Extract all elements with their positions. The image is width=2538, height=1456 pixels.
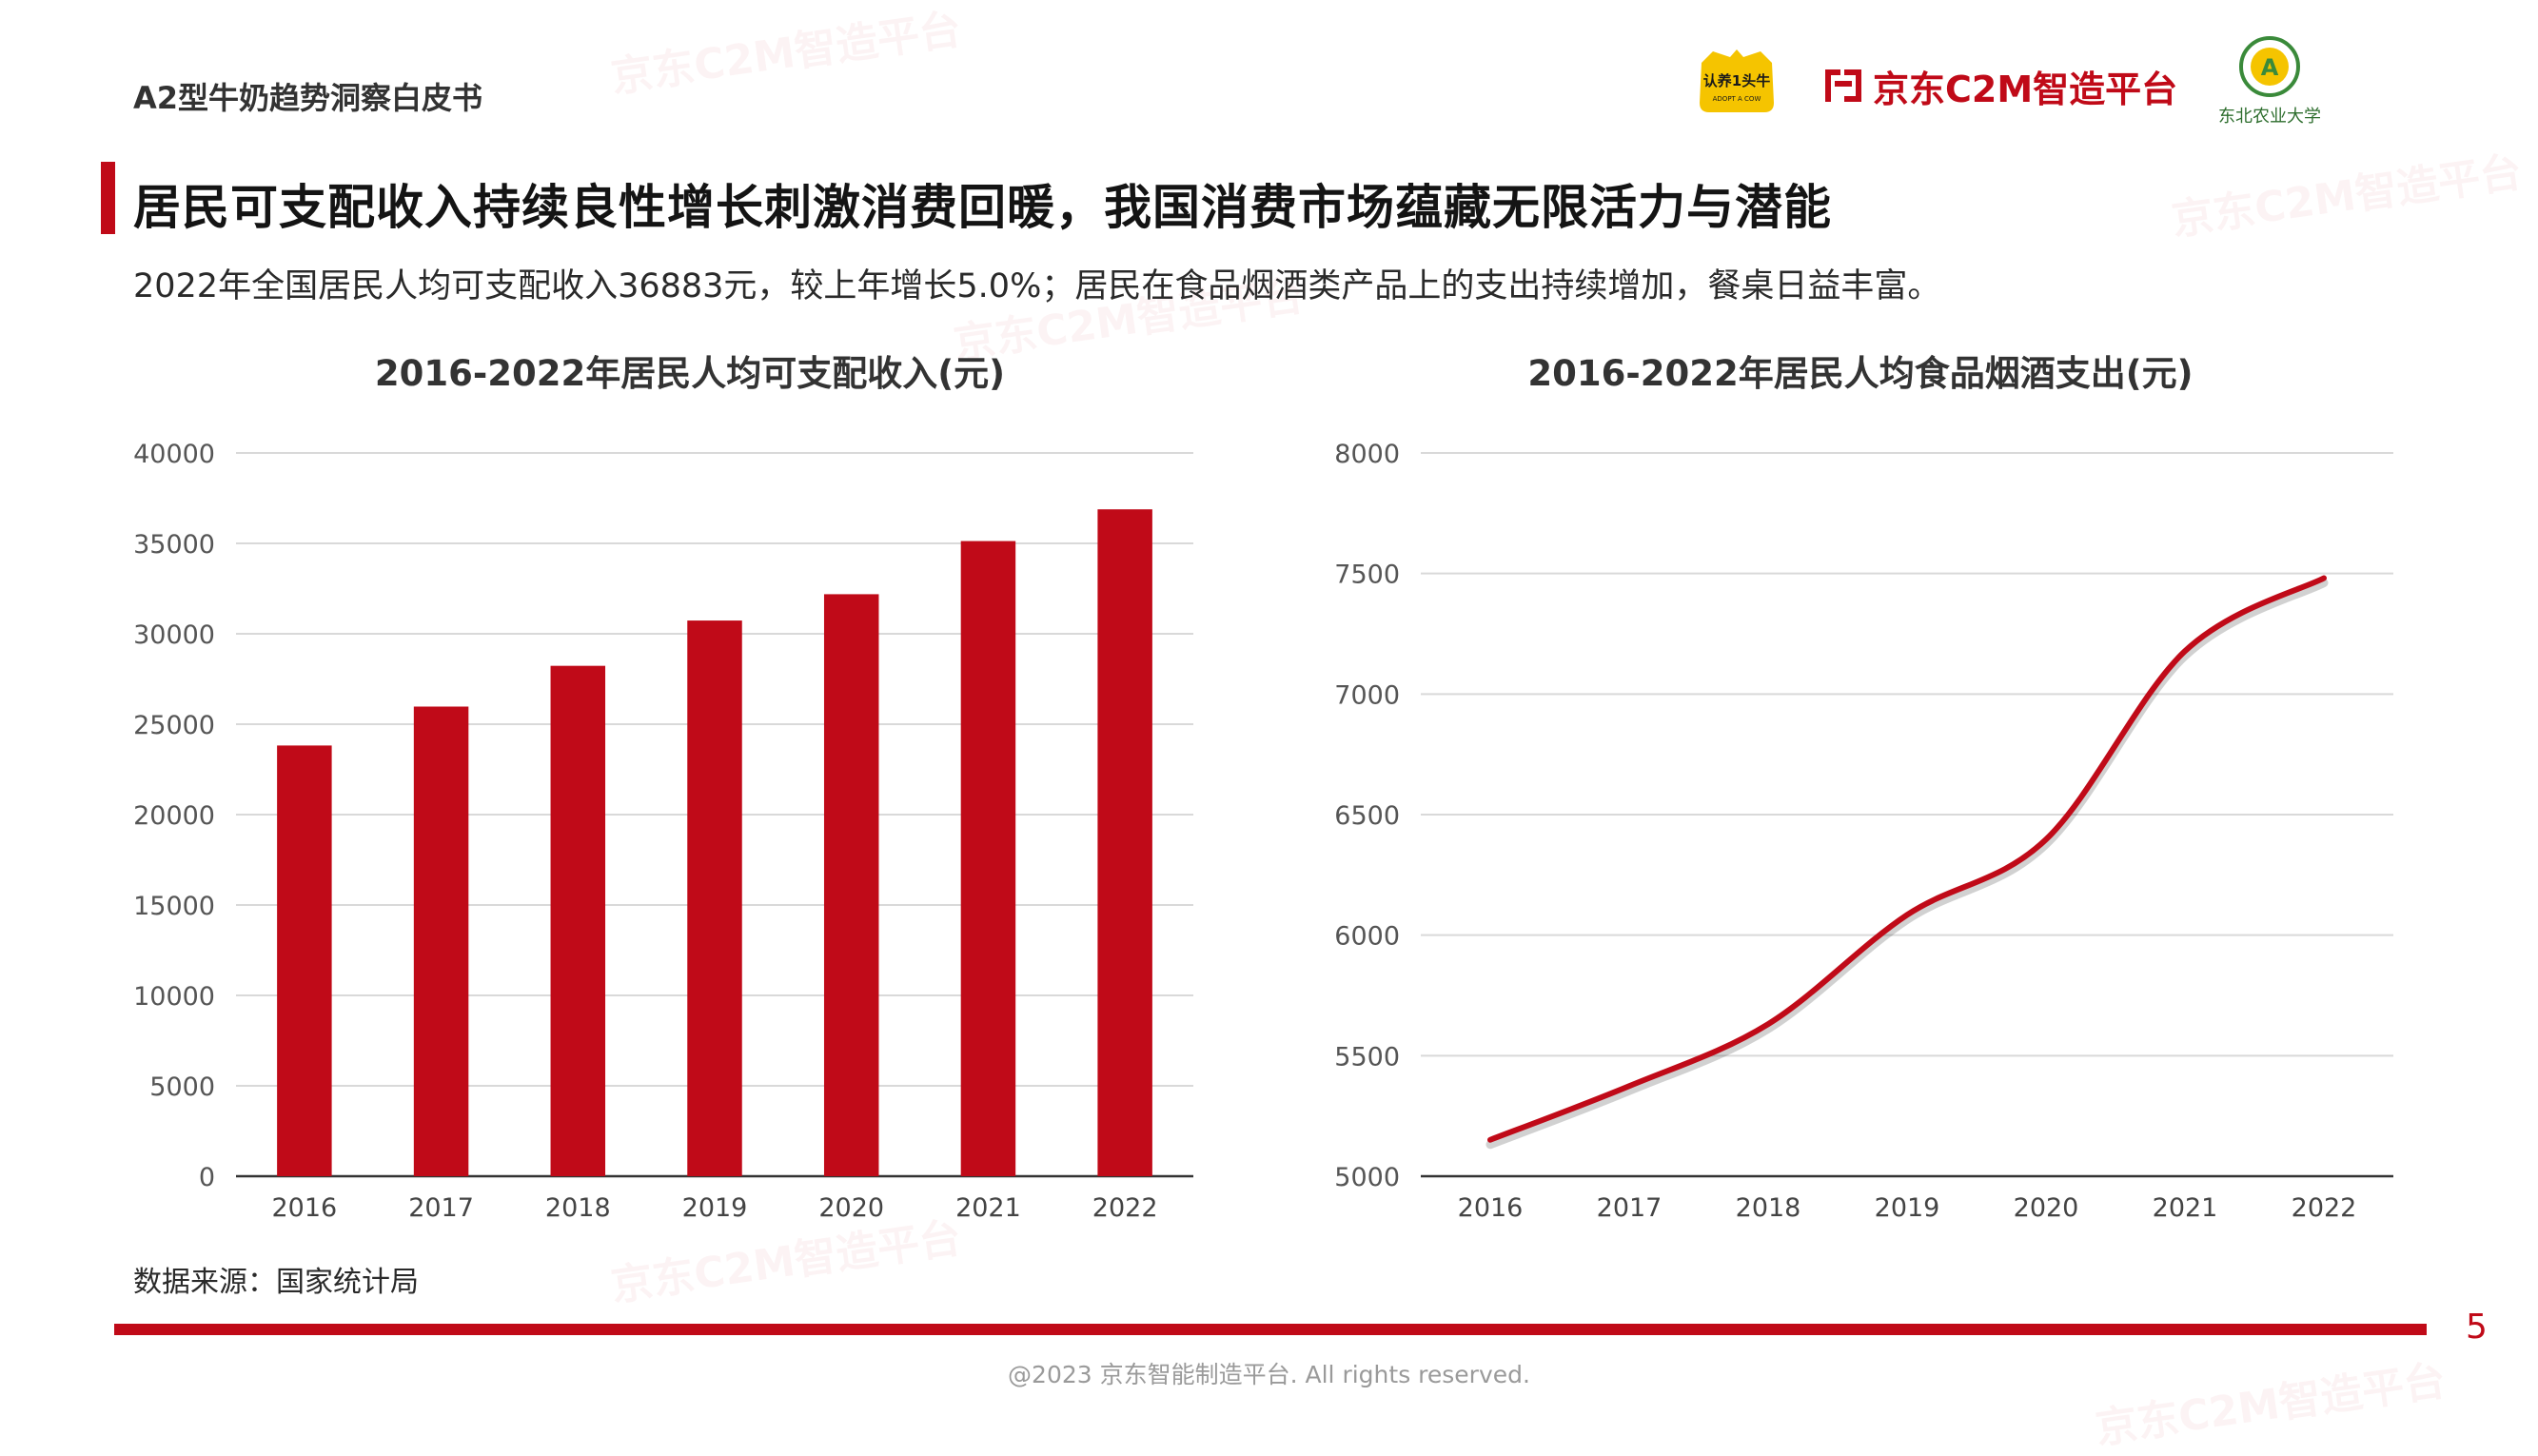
x-tick-label: 2021 [955,1193,1021,1223]
jd-logo-icon [1820,62,1867,109]
bar [961,541,1015,1176]
data-source-note: 数据来源：国家统计局 [133,1258,419,1300]
y-tick-label: 20000 [133,801,215,831]
x-tick-label: 2022 [2292,1193,2357,1223]
adopt-a-cow-logo: 认养1头牛 ADOPT A COW [1694,44,1780,120]
y-tick-label: 7500 [1334,561,1400,590]
x-tick-label: 2018 [545,1193,611,1223]
y-tick-label: 5500 [1334,1042,1400,1072]
x-tick-label: 2020 [2014,1193,2079,1223]
neau-logo: A 东北农业大学 [2208,32,2331,137]
footer-bar [114,1324,2427,1335]
cow-logo-subtext: ADOPT A COW [1713,95,1761,103]
series-line-shadow [1490,582,2324,1144]
y-tick-label: 5000 [149,1072,215,1102]
x-tick-label: 2021 [2153,1193,2218,1223]
logo-group: 认养1头牛 ADOPT A COW 京东C2M智造平台 A 东北农业大学 [1694,32,2341,137]
bar [687,620,741,1176]
copyright-notice: @2023 京东智能制造平台. All rights reserved. [0,1356,2538,1390]
jd-logo-text: 京东C2M智造平台 [1873,60,2177,112]
x-tick-label: 2022 [1092,1193,1158,1223]
x-tick-label: 2016 [271,1193,337,1223]
x-tick-label: 2017 [1597,1193,1662,1223]
income-bar-chart-svg: 2016-2022年居民人均可支配收入(元) 0 5000 10000 15000 200… [114,343,1218,1247]
bar [414,706,468,1176]
bar [1097,509,1151,1176]
svg-text:A: A [2261,54,2279,81]
cow-logo-text: 认养1头牛 [1703,72,1770,89]
y-tick-label: 0 [199,1163,215,1192]
x-tick-label: 2016 [1458,1193,1524,1223]
food-spending-line-chart-svg: 2016-2022年居民人均食品烟酒支出(元) 5000 5500 6000 6500 7… [1285,343,2408,1247]
jd-c2m-logo: 京东C2M智造平台 [1820,59,2177,112]
y-tick-label: 25000 [133,711,215,740]
bar [551,666,605,1176]
y-tick-label: 40000 [133,440,215,469]
y-tick-label: 7000 [1334,680,1400,710]
x-tick-label: 2019 [1875,1193,1940,1223]
bar [277,745,331,1176]
document-title: A2型牛奶趋势洞察白皮书 [133,74,482,118]
x-tick-label: 2018 [1736,1193,1801,1223]
headline-accent-bar [101,162,115,234]
y-tick-label: 10000 [133,982,215,1012]
income-bar-chart: 2016-2022年居民人均可支配收入(元) 0 5000 10000 15000 200… [114,343,1218,1250]
y-tick-label: 15000 [133,892,215,921]
neau-logo-text: 东北农业大学 [2218,107,2321,127]
y-tick-label: 8000 [1334,440,1400,469]
y-tick-label: 6000 [1334,922,1400,952]
headline: 居民可支配收入持续良性增长刺激消费回暖，我国消费市场蕴藏无限活力与潜能 [133,169,1832,238]
y-tick-label: 5000 [1334,1163,1400,1192]
y-tick-label: 35000 [133,530,215,560]
bar [824,594,878,1176]
x-tick-label: 2017 [408,1193,474,1223]
chart-title: 2016-2022年居民人均食品烟酒支出(元) [1527,353,2193,394]
x-tick-label: 2020 [818,1193,884,1223]
watermark: 京东C2M智造平台 [606,0,964,104]
y-tick-label: 6500 [1334,801,1400,831]
watermark: 京东C2M智造平台 [2167,138,2525,247]
x-tick-label: 2019 [682,1193,748,1223]
subheadline: 2022年全国居民人均可支配收入36883元，较上年增长5.0%；居民在食品烟酒… [133,259,1940,307]
chart-title: 2016-2022年居民人均可支配收入(元) [375,353,1005,394]
y-tick-label: 30000 [133,620,215,650]
food-spending-line-chart: 2016-2022年居民人均食品烟酒支出(元) 5000 5500 6000 6500 7… [1285,343,2408,1250]
page-number: 5 [2466,1308,2488,1347]
